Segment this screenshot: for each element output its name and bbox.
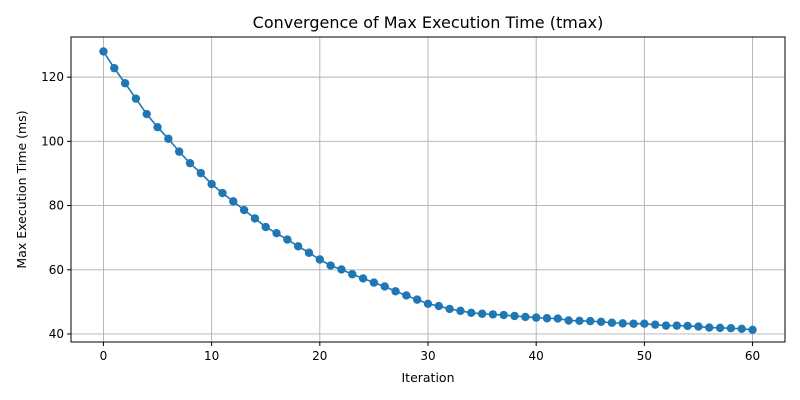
data-point xyxy=(239,205,249,215)
data-point xyxy=(510,311,519,321)
data-point xyxy=(380,282,389,291)
x-tick-label: 30 xyxy=(420,349,435,363)
data-point xyxy=(402,291,411,300)
data-point xyxy=(293,242,303,251)
data-point xyxy=(575,316,584,326)
y-tick-label: 120 xyxy=(41,70,64,84)
data-point xyxy=(445,304,454,314)
data-point xyxy=(185,158,195,168)
data-point xyxy=(661,321,671,330)
data-point xyxy=(618,319,627,328)
data-point xyxy=(261,222,270,232)
y-tick-label: 40 xyxy=(49,327,64,341)
y-axis-label: Max Execution Time (ms) xyxy=(14,110,29,268)
data-point xyxy=(229,197,238,206)
data-point xyxy=(650,320,660,329)
data-point xyxy=(326,261,335,270)
x-tick-label: 40 xyxy=(529,349,544,363)
data-point xyxy=(726,323,736,333)
data-point xyxy=(337,265,346,274)
data-point xyxy=(99,47,108,56)
data-point xyxy=(715,323,725,333)
data-points xyxy=(99,47,757,334)
data-point xyxy=(488,310,498,319)
x-tick-label: 0 xyxy=(100,349,108,363)
data-point xyxy=(456,306,465,316)
data-point xyxy=(477,309,487,318)
x-tick-label: 50 xyxy=(637,349,652,363)
data-point xyxy=(358,274,368,283)
data-point xyxy=(196,168,206,178)
data-point xyxy=(499,310,508,320)
data-point xyxy=(640,319,649,328)
data-point xyxy=(521,312,530,322)
data-point xyxy=(564,316,573,325)
data-point xyxy=(542,314,552,323)
data-point xyxy=(586,316,595,326)
data-point xyxy=(412,295,422,304)
data-point xyxy=(607,318,617,327)
data-point xyxy=(531,313,541,322)
plot-frame xyxy=(70,36,786,343)
data-point xyxy=(694,322,703,331)
data-point xyxy=(596,317,606,326)
y-tick-label: 80 xyxy=(49,199,64,213)
chart-title: Convergence of Max Execution Time (tmax) xyxy=(253,13,604,32)
data-point xyxy=(207,179,216,189)
data-point xyxy=(142,109,151,119)
data-point xyxy=(391,287,400,296)
data-point xyxy=(423,299,433,308)
data-point xyxy=(174,147,184,156)
data-point xyxy=(467,308,476,317)
data-point xyxy=(120,79,130,88)
x-tick-label: 60 xyxy=(745,349,760,363)
data-point xyxy=(737,324,746,334)
y-tick-label: 100 xyxy=(41,134,64,148)
data-point xyxy=(348,270,357,279)
data-point xyxy=(250,214,260,223)
data-point xyxy=(283,235,292,244)
grid-lines xyxy=(71,37,785,342)
x-axis-ticks: 0 10 20 30 40 50 60 xyxy=(100,342,760,363)
data-point xyxy=(110,63,119,73)
y-axis-ticks: 40 60 80 100 120 xyxy=(41,70,71,341)
data-point xyxy=(672,321,682,330)
data-point xyxy=(304,248,314,257)
data-point xyxy=(164,134,173,143)
data-point xyxy=(369,278,379,287)
data-point xyxy=(683,321,692,331)
data-point xyxy=(153,123,162,132)
x-axis-label: Iteration xyxy=(401,370,454,385)
x-tick-label: 20 xyxy=(312,349,327,363)
data-point xyxy=(131,94,141,103)
y-tick-label: 60 xyxy=(49,263,64,277)
data-point xyxy=(315,255,325,264)
data-point xyxy=(629,319,638,328)
data-point xyxy=(218,188,227,198)
data-point xyxy=(705,323,714,332)
data-point xyxy=(553,314,563,323)
data-point xyxy=(748,325,757,334)
x-tick-label: 10 xyxy=(204,349,219,363)
data-point xyxy=(434,301,444,311)
data-point xyxy=(272,228,281,238)
